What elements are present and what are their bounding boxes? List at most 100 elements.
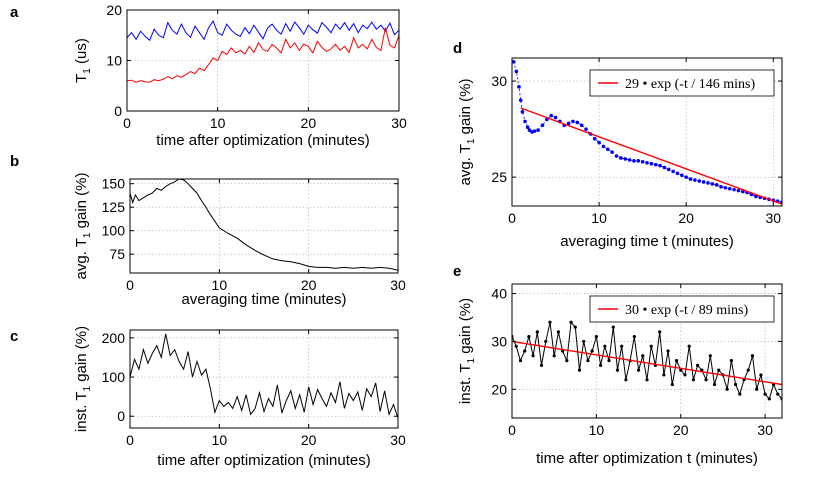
data-point-e-0-1 [514,344,518,348]
data-point-e-0-46 [704,378,708,382]
data-point-e-0-21 [598,363,603,367]
data-point-e-0-59 [759,373,763,377]
y-axis-label-sub-e: 1 [466,358,477,364]
data-point-e-0-48 [712,382,717,387]
data-point-e-0-63 [776,392,780,396]
data-point-e-0-29 [632,335,636,339]
y-axis-label-sub-a: 1 [82,68,93,74]
data-point-d-0-32 [632,159,636,163]
data-point-d-0-7 [527,128,532,132]
legend-box-d [589,69,775,97]
data-point-d-0-2 [517,85,521,89]
data-point-e-0-51 [725,387,729,391]
data-point-d-0-19 [575,120,580,125]
data-point-e-0-6 [535,330,539,334]
panel-d: 0 10 20 30 25 30 averaging time t (minutes) avg… [453,40,783,250]
data-point-e-0-24 [611,325,615,329]
data-point-e-0-44 [696,363,700,367]
x-tick-label-d-0: 0 [508,210,516,226]
legend-e: 30 • exp (-t / 89 mins) [589,295,775,323]
data-point-d-0-28 [614,154,619,158]
data-point-e-0-25 [615,368,620,372]
y-axis-label-rest-e: gain (%) [457,298,474,358]
panel-label-d: d [453,40,462,57]
x-tick-label-d-10: 10 [591,210,607,226]
x-tick-label-c-10: 10 [212,432,228,448]
y-tick-label-d-25: 25 [491,169,507,185]
data-point-e-0-36 [662,373,666,377]
data-point-e-0-61 [767,397,771,401]
data-point-e-0-54 [738,392,742,396]
series-line-c-0 [130,333,398,419]
plot-frame-d [511,57,783,207]
data-point-e-0-19 [590,349,594,353]
y-tick-label-b-100: 100 [102,223,126,239]
series-line-e-1 [512,340,782,386]
y-axis-label-main-d: avg. T [457,144,474,185]
data-point-e-0-42 [687,344,691,348]
x-tick-label-d-20: 20 [678,210,694,226]
x-tick-label-c-0: 0 [126,432,134,448]
data-point-d-0-39 [662,165,667,170]
data-point-d-0-37 [653,162,658,167]
data-point-e-0-53 [733,382,738,387]
x-tick-label-a-10: 10 [210,115,226,131]
data-point-d-0-54 [727,186,732,191]
data-point-e-0-37 [666,349,670,353]
data-point-d-0-40 [666,167,671,172]
data-point-e-0-52 [729,358,733,363]
panel-b: 0 10 20 30 75 100 125 150 averaging time (minute… [10,153,406,308]
data-point-e-0-14 [569,320,573,324]
data-point-d-0-11 [540,123,545,128]
data-point-d-0-49 [706,181,710,185]
legend-d: 29 • exp (-t / 146 mins) [589,69,775,97]
data-point-e-0-57 [750,354,755,358]
y-tick-label-b-125: 125 [102,199,126,215]
data-point-e-0-35 [658,330,662,334]
data-point-d-0-31 [627,158,632,162]
data-point-d-0-35 [645,160,649,165]
y-axis-label-a: T1 (us) [73,38,93,83]
data-point-e-0-60 [763,392,767,396]
y-axis-label-e: inst. T1 gain (%) [457,298,477,404]
x-axis-label-a: time after optimization (minutes) [156,132,369,149]
panel-e: 0 10 20 30 20 30 40 time after optimization t (… [453,263,783,467]
legend-text-e: 30 • exp (-t / 89 mins) [625,303,748,318]
data-point-e-0-13 [565,358,569,363]
data-point-e-0-22 [603,344,607,348]
y-axis-label-c: inst. T1 gain (%) [73,326,93,432]
data-point-d-0-24 [597,140,601,145]
series-line-a-0 [127,20,399,42]
y-axis-label-rest-d: gain (%) [457,78,474,138]
series-line-e-0 [512,321,782,400]
x-tick-label-c-30: 30 [390,432,406,448]
y-tick-label-e-40: 40 [491,286,507,302]
data-point-e-0-26 [620,344,624,348]
y-axis-label-main-c: inst. T [73,392,90,433]
data-point-d-0-56 [736,188,741,193]
x-tick-label-a-0: 0 [123,115,131,131]
data-point-e-0-9 [548,320,552,324]
panel-c: 0 10 20 30 0 100 200 time after optimization (m… [10,326,406,469]
data-point-e-0-56 [746,368,750,372]
y-axis-label-main-b: avg. T [73,238,90,279]
data-point-d-0-0 [512,60,516,64]
y-tick-label-d-30: 30 [491,73,507,89]
y-axis-label-sub-d: 1 [466,138,477,144]
data-point-e-0-17 [582,339,586,344]
series-line-d-1 [520,107,782,205]
y-axis-label-rest-c: gain (%) [73,326,90,386]
y-tick-label-c-200: 200 [102,330,126,346]
x-tick-label-a-30: 30 [391,115,407,131]
data-point-d-0-6 [525,125,530,129]
data-point-d-0-50 [710,182,715,186]
y-tick-label-b-150: 150 [102,176,126,192]
data-point-d-0-55 [732,187,736,192]
data-point-e-0-58 [755,387,759,391]
data-point-d-0-26 [606,147,610,152]
panel-label-e: e [453,263,461,280]
data-point-e-0-38 [670,382,674,387]
data-point-d-0-25 [601,144,606,149]
